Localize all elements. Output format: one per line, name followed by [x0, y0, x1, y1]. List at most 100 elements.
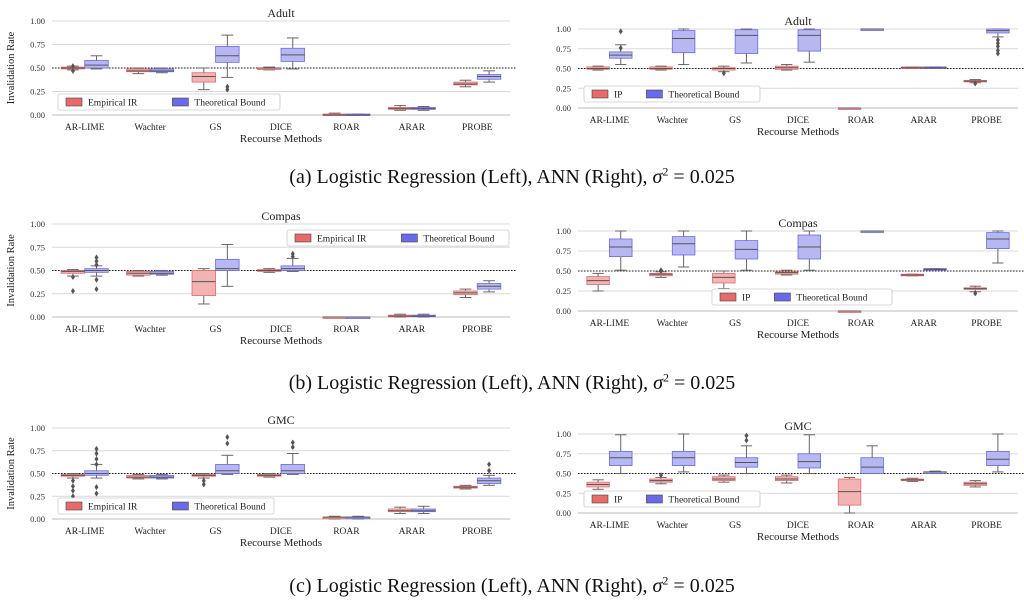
y-tick-label: 0.25	[556, 488, 571, 498]
box-0-3	[257, 66, 282, 71]
legend-label: Theoretical Bound	[668, 91, 739, 101]
x-tick-label: Wachter	[657, 116, 689, 126]
box-body	[734, 29, 759, 54]
box-outlier	[94, 455, 99, 462]
box-0-4	[837, 310, 862, 313]
box-0-0	[60, 63, 86, 74]
box-1-4	[346, 316, 371, 319]
x-tick-label: PROBE	[971, 521, 1002, 531]
box-0-3	[774, 64, 799, 71]
box-outlier	[70, 67, 75, 74]
box-body	[986, 232, 1010, 250]
box-body	[671, 236, 696, 256]
box-1-4	[860, 28, 884, 31]
legend-label: Theoretical Bound	[194, 503, 265, 513]
box-outlier	[94, 258, 99, 265]
box-outlier	[973, 80, 978, 87]
box-1-5	[411, 106, 436, 111]
legend-label: Theoretical Bound	[668, 496, 739, 506]
box-0-4	[837, 476, 862, 514]
box-1-4	[346, 515, 371, 520]
x-tick-label: GS	[729, 319, 741, 329]
box-1-1	[671, 433, 696, 473]
x-tick-label: DICE	[270, 123, 292, 133]
x-tick-label: AR-LIME	[590, 116, 630, 126]
x-tick-label: AR-LIME	[65, 123, 105, 133]
x-tick-label: PROBE	[462, 123, 493, 133]
box-body	[191, 270, 216, 297]
y-tick-label: 0.00	[556, 103, 571, 113]
legend-label: Empirical IR	[88, 503, 138, 513]
box-outlier	[618, 28, 623, 35]
y-tick-label: 0.50	[30, 266, 45, 276]
legend-label: Empirical IR	[88, 99, 138, 109]
box-1-1	[149, 473, 175, 480]
y-tick-label: 0.00	[556, 306, 571, 316]
x-tick-label: ARAR	[399, 527, 426, 537]
box-body	[191, 72, 216, 83]
legend-swatch	[172, 97, 189, 107]
box-1-1	[149, 67, 175, 74]
y-tick-label: 0.50	[556, 469, 571, 479]
y-axis-label: Invalidation Rate	[6, 234, 17, 307]
box-outlier	[995, 47, 1000, 54]
x-tick-label: PROBE	[971, 319, 1002, 329]
x-tick-label: ROAR	[848, 521, 875, 531]
box-0-1	[649, 65, 673, 71]
box-outlier	[618, 44, 623, 51]
box-body	[797, 29, 822, 52]
legend-label: IP	[742, 294, 750, 304]
caption-b: (b) Logistic Regression (Left), ANN (Rig…	[0, 371, 1024, 395]
x-tick-label: AR-LIME	[65, 527, 105, 537]
chart-panel-2: 0.00 0.25 0.50 0.75 1.00 Compas AR-LIME Wachter…	[6, 209, 516, 347]
box-1-5	[923, 268, 947, 271]
x-tick-label: ARAR	[911, 116, 938, 126]
x-tick-label: ARAR	[911, 521, 938, 531]
box-0-5	[900, 477, 925, 482]
box-0-6	[453, 288, 478, 298]
box-0-4	[322, 112, 347, 116]
x-tick-label: DICE	[787, 521, 809, 531]
y-tick-label: 1.00	[556, 226, 571, 236]
box-0-2	[191, 268, 216, 305]
box-0-5	[387, 313, 413, 318]
box-1-1	[671, 230, 696, 268]
x-tick-label: Wachter	[134, 527, 166, 537]
legend-swatch	[172, 501, 189, 511]
chart-title: GMC	[267, 413, 294, 427]
box-body	[215, 45, 240, 63]
box-1-0	[609, 230, 633, 271]
y-tick-label: 1.00	[556, 429, 571, 439]
box-outlier	[487, 461, 492, 468]
legend-swatch	[65, 501, 83, 511]
box-0-2	[191, 67, 216, 91]
box-0-1	[126, 270, 151, 277]
y-tick-label: 0.75	[30, 242, 45, 252]
box-1-2	[215, 34, 240, 93]
chart-title: Compas	[261, 209, 301, 223]
box-0-0	[586, 65, 610, 71]
legend: IP Theoretical Bound	[583, 85, 761, 103]
box-outlier	[290, 253, 295, 260]
caption-a: (a) Logistic Regression (Left), ANN (Rig…	[0, 164, 1024, 189]
box-0-6	[453, 79, 478, 88]
legend-frame	[57, 497, 275, 515]
legend-swatch	[591, 89, 609, 99]
box-outlier	[94, 450, 99, 457]
box-body	[84, 60, 109, 69]
box-outlier	[94, 276, 99, 283]
box-0-6	[963, 79, 987, 87]
x-tick-label: ROAR	[848, 116, 875, 126]
chart-panel-3: 0.00 0.25 0.50 0.75 1.00 Compas AR-LIME Wachter…	[556, 216, 1024, 341]
legend-label: Theoretical Bound	[194, 99, 265, 109]
box-outlier	[658, 267, 663, 274]
legend-swatch	[294, 233, 312, 243]
box-outlier	[290, 439, 295, 446]
caption-a-sup: 2	[662, 164, 669, 179]
box-1-5	[411, 505, 436, 515]
legend-swatch	[646, 89, 663, 99]
y-tick-label: 0.00	[30, 110, 45, 120]
box-body	[860, 457, 884, 474]
box-outlier	[290, 444, 295, 451]
